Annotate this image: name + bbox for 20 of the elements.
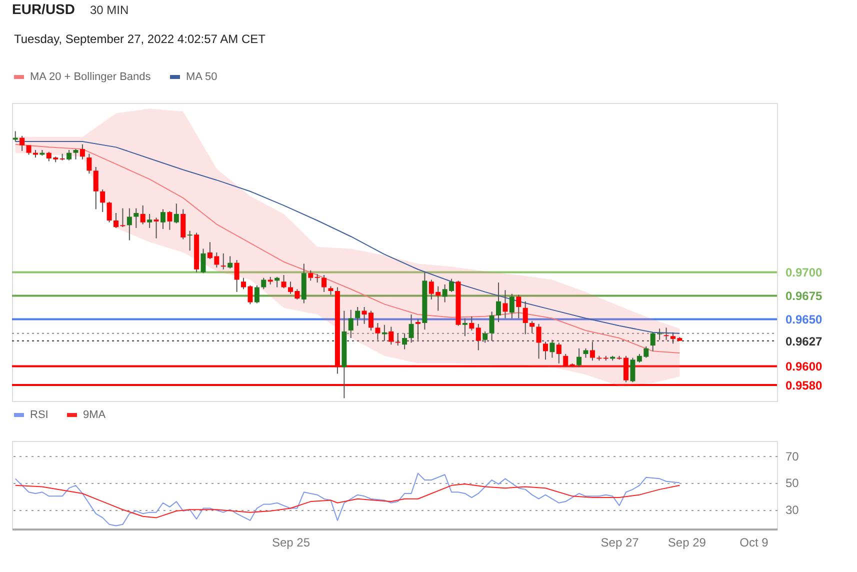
x-tick-label: Sep 25 (272, 536, 310, 550)
y-tick-label: 0.9627 (786, 334, 823, 348)
y-tick-label: 0.9675 (786, 289, 823, 304)
x-tick-label: Oct 9 (740, 536, 769, 550)
y-tick-label: 0.9580 (786, 378, 823, 393)
x-tick-label: Sep 27 (600, 536, 640, 550)
y-tick-label: 0.9650 (786, 312, 823, 327)
chart-title: EUR/USD (12, 1, 76, 17)
y-tick-label: 50 (786, 476, 800, 490)
x-tick-label: Sep 29 (668, 536, 706, 550)
chart-subtitle: 30 MIN (90, 3, 129, 17)
legend-label: RSI (30, 409, 48, 421)
legend-label: MA 20 + Bollinger Bands (30, 71, 152, 83)
legend-label: MA 50 (186, 71, 218, 83)
text: Tuesday, September 27, 2022 4:02:57 AM CET (14, 32, 266, 46)
legend-label: 9MA (83, 409, 106, 421)
y-tick-label: 0.9700 (786, 266, 823, 280)
y-tick-label: 0.9600 (786, 360, 823, 374)
y-tick-label: 30 (786, 503, 800, 518)
y-tick-label: 70 (786, 449, 800, 464)
